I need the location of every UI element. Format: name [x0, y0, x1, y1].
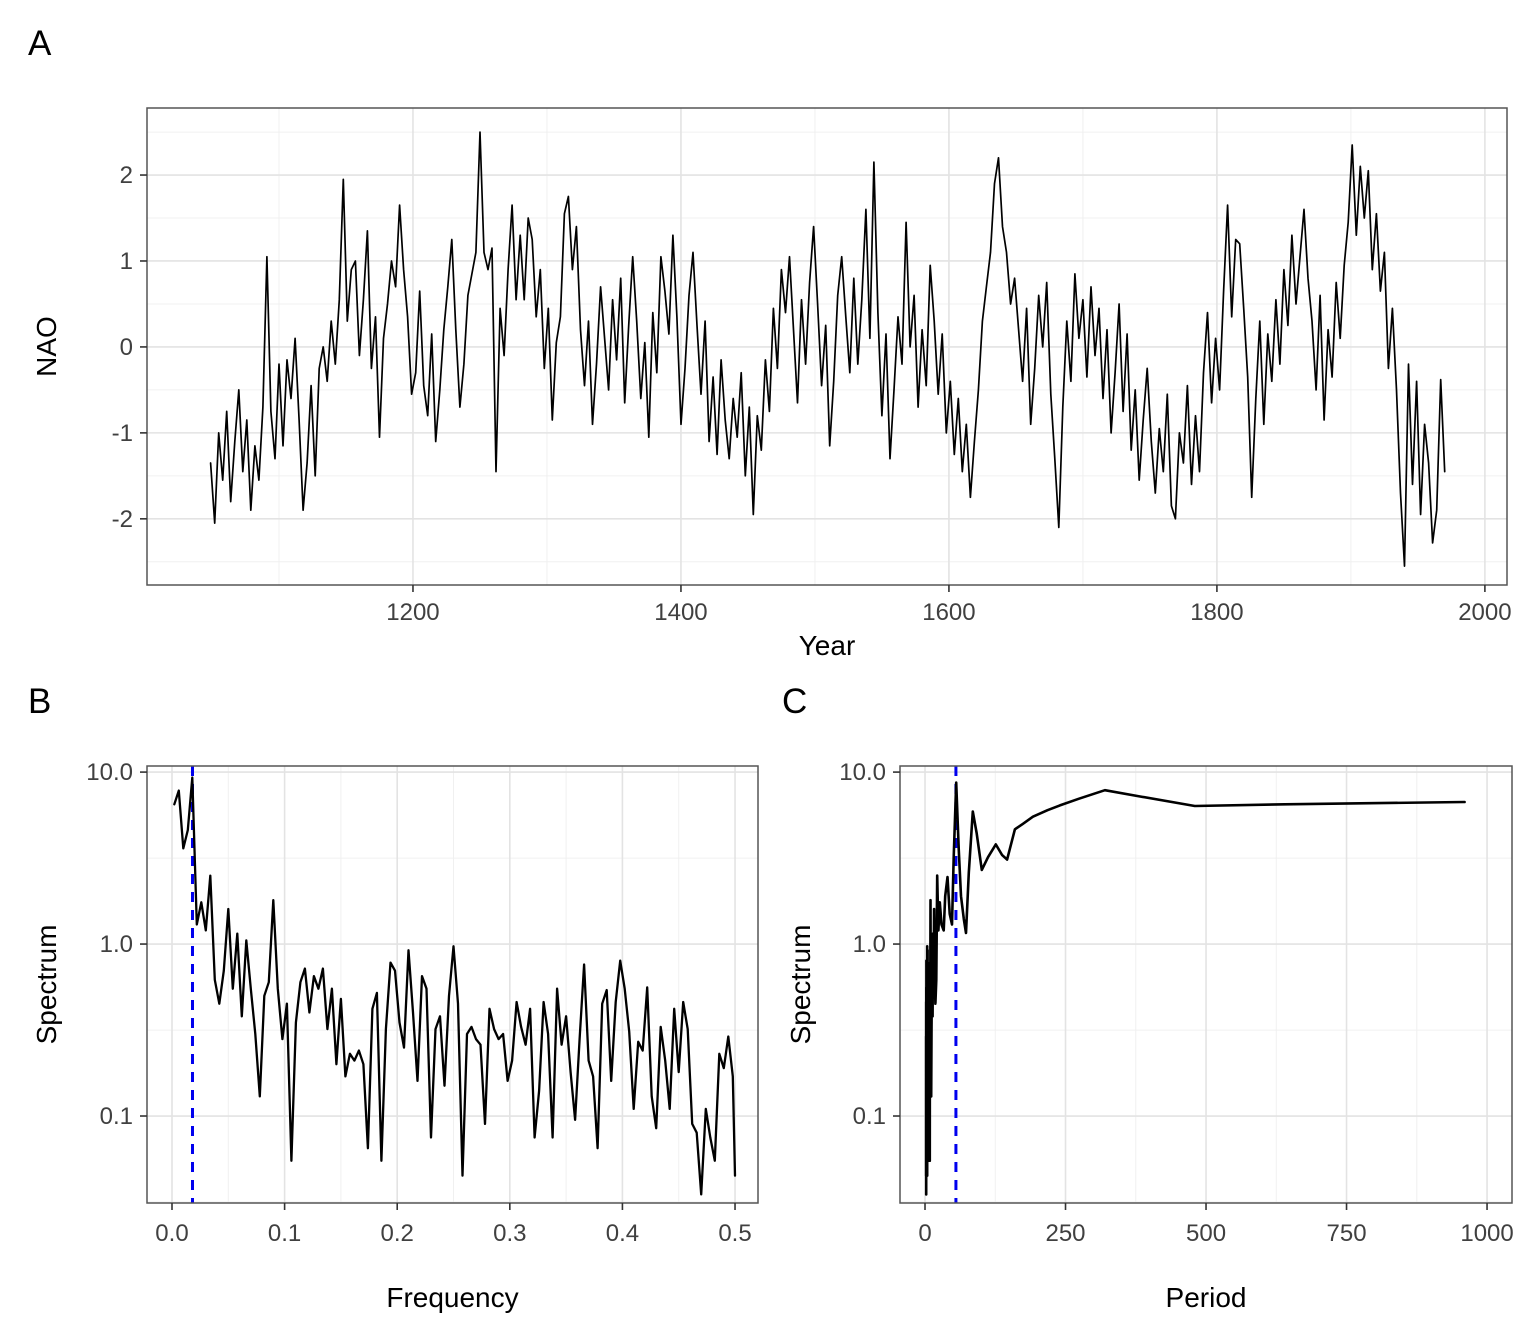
x-tick-label: 1600 — [922, 599, 975, 626]
panel-border — [146, 765, 759, 1204]
panel-a-letter: A — [28, 24, 52, 63]
x-tick-label: 750 — [1327, 1220, 1367, 1247]
x-tick-label: 1200 — [386, 599, 439, 626]
y-tick-label: 0.1 — [100, 1103, 133, 1130]
x-tick-label: 500 — [1186, 1220, 1226, 1247]
x-tick-label: 2000 — [1458, 599, 1511, 626]
panel-b: 0.0 0.1 0.2 0.3 0.4 0.5 0.1 1.0 10.0 Frequency Spe… — [31, 759, 759, 1313]
x-tick-label: 0.0 — [155, 1220, 188, 1247]
x-tick-label: 0.1 — [268, 1220, 301, 1247]
panel-background — [147, 766, 758, 1203]
x-tick-label: 250 — [1045, 1220, 1085, 1247]
y-tick-label: -2 — [112, 506, 133, 533]
panel-c: 0 250 500 750 1000 0.1 1.0 10.0 Period Spectrum — [785, 759, 1514, 1313]
x-tick-label: 1400 — [654, 599, 707, 626]
y-axis-title: Spectrum — [31, 925, 62, 1045]
y-axis-title: Spectrum — [785, 925, 816, 1045]
x-tick-label: 0.5 — [718, 1220, 751, 1247]
y-tick-label: 0.1 — [853, 1103, 886, 1130]
y-tick-label: -1 — [112, 420, 133, 447]
x-tick-label: 1000 — [1460, 1220, 1513, 1247]
x-tick-label: 0.3 — [493, 1220, 526, 1247]
x-axis-title: Period — [1166, 1282, 1247, 1313]
x-tick-label: 0.4 — [606, 1220, 639, 1247]
y-tick-label: 2 — [120, 162, 133, 189]
panel-a: 1200 1400 1600 1800 2000 -2 -1 0 1 2 Year NAO — [31, 107, 1512, 661]
x-tick-label: 0 — [918, 1220, 931, 1247]
y-tick-label: 10.0 — [839, 759, 886, 786]
y-tick-label: 1 — [120, 248, 133, 275]
panel-b-line — [173, 776, 737, 1196]
y-tick-label: 10.0 — [86, 759, 133, 786]
panel-c-letter: C — [782, 682, 808, 721]
x-tick-label: 0.2 — [381, 1220, 414, 1247]
y-tick-label: 0 — [120, 334, 133, 361]
panel-a-line — [209, 131, 1446, 567]
x-axis-title: Frequency — [386, 1282, 518, 1313]
panel-b-letter: B — [28, 682, 52, 721]
x-axis-title: Year — [799, 630, 856, 661]
y-axis-title: NAO — [31, 316, 62, 377]
y-tick-label: 1.0 — [853, 931, 886, 958]
y-tick-label: 1.0 — [100, 931, 133, 958]
x-tick-label: 1800 — [1190, 599, 1243, 626]
panel-c-line — [924, 781, 1466, 1196]
